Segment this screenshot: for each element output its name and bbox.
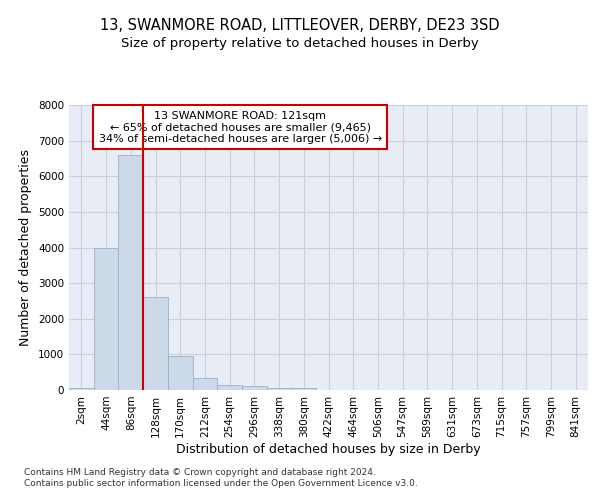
Bar: [168, 356, 193, 390]
Y-axis label: Number of detached properties: Number of detached properties: [19, 149, 32, 346]
Bar: [193, 378, 217, 390]
Text: Size of property relative to detached houses in Derby: Size of property relative to detached ho…: [121, 38, 479, 51]
Bar: [94, 248, 118, 390]
Bar: [143, 298, 168, 390]
Bar: [267, 388, 292, 390]
Bar: [292, 388, 316, 390]
Bar: [69, 388, 94, 390]
Text: 13 SWANMORE ROAD: 121sqm
← 65% of detached houses are smaller (9,465)
34% of sem: 13 SWANMORE ROAD: 121sqm ← 65% of detach…: [98, 110, 382, 144]
Text: 13, SWANMORE ROAD, LITTLEOVER, DERBY, DE23 3SD: 13, SWANMORE ROAD, LITTLEOVER, DERBY, DE…: [100, 18, 500, 32]
Bar: [217, 384, 242, 390]
X-axis label: Distribution of detached houses by size in Derby: Distribution of detached houses by size …: [176, 442, 481, 456]
Bar: [118, 155, 143, 390]
Text: Contains HM Land Registry data © Crown copyright and database right 2024.
Contai: Contains HM Land Registry data © Crown c…: [24, 468, 418, 487]
Bar: [242, 386, 267, 390]
